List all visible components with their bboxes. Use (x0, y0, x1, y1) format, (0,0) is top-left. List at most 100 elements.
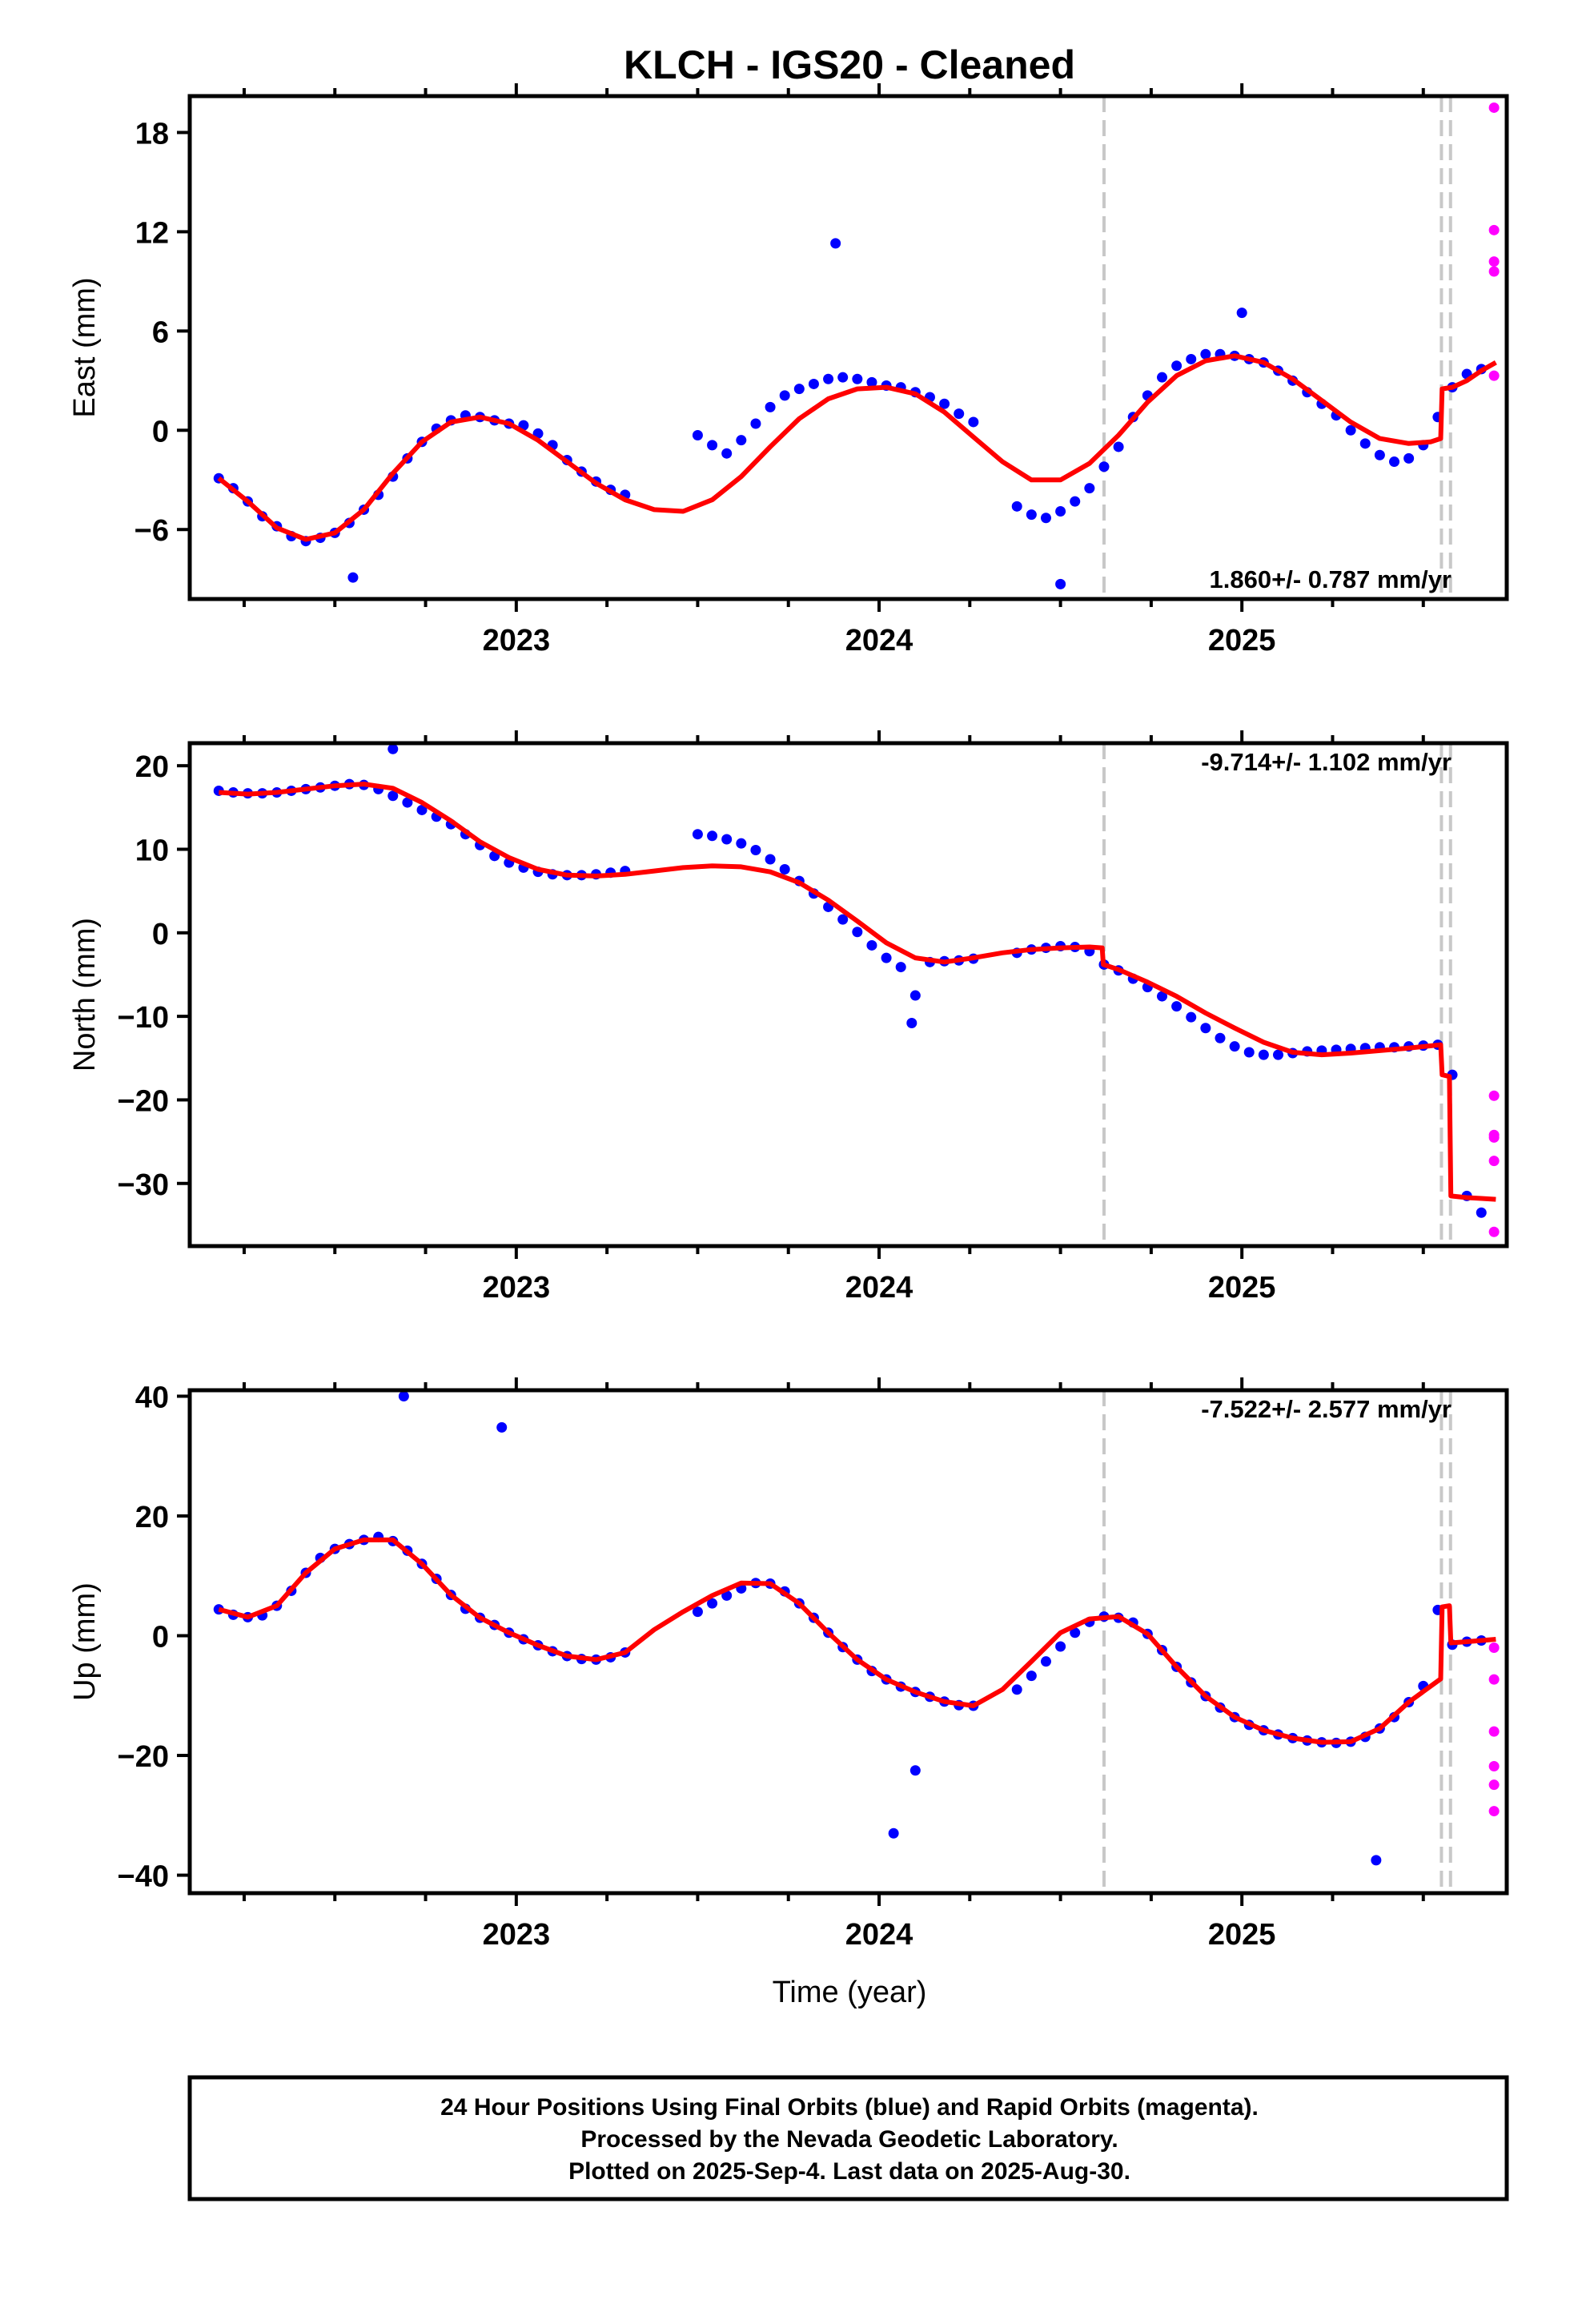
north-final-point-41 (866, 939, 877, 951)
north-final-point-82 (387, 743, 399, 754)
x-axis-label: Time (year) (773, 1976, 927, 2009)
north-final-point-33 (750, 845, 761, 856)
east-final-point-35 (779, 390, 790, 401)
east-panel: −6 0 6 12 18 2023 2024 2025 East (mm) 1.860+/- 0.… (68, 83, 1509, 657)
north-final-point-81 (1476, 1207, 1487, 1218)
east-final-point-59 (1156, 372, 1167, 383)
north-final-point-31 (721, 834, 733, 845)
east-y-tick-label-1: 0 (152, 415, 169, 448)
up-x-tick-label-1: 2024 (845, 1918, 913, 1952)
up-rapid-point-5 (1488, 1806, 1500, 1817)
north-final-point-30 (707, 830, 718, 842)
north-y-tick-label-1: −20 (118, 1084, 169, 1118)
east-plot-frame (187, 94, 1509, 601)
north-final-point-65 (1243, 1047, 1255, 1058)
up-rapid-point-1 (1488, 1674, 1500, 1685)
east-final-point-83 (347, 572, 359, 583)
east-final-point-72 (1345, 424, 1356, 436)
east-final-point-60 (1171, 360, 1182, 372)
north-final-point-34 (765, 854, 776, 865)
north-final-point-29 (692, 829, 703, 840)
up-final-point-86 (1371, 1855, 1382, 1866)
up-y-tick-label-3: 20 (135, 1501, 169, 1534)
chart-title: KLCH - IGS20 - Cleaned (624, 42, 1075, 87)
north-final-point-39 (837, 914, 849, 925)
north-model-line (219, 782, 1496, 1202)
north-rapid-point-0 (1488, 1090, 1500, 1101)
north-final-point-62 (1200, 1023, 1211, 1034)
east-y-tick-label-3: 12 (135, 216, 169, 250)
east-y-tick-label-0: −6 (135, 514, 169, 548)
east-rapid-point-3 (1488, 266, 1500, 277)
north-final-point-12 (387, 790, 399, 802)
east-final-point-54 (1084, 483, 1095, 494)
east-final-point-75 (1389, 456, 1400, 468)
north-y-tick-label-2: −10 (118, 1001, 169, 1035)
north-final-point-59 (1156, 991, 1167, 1002)
east-final-point-32 (736, 435, 747, 446)
north-final-point-67 (1273, 1049, 1284, 1060)
east-final-point-46 (939, 398, 950, 409)
north-final-point-60 (1171, 1001, 1182, 1012)
east-final-point-55 (1098, 461, 1110, 472)
north-x-tick-label-1: 2024 (845, 1271, 913, 1305)
north-final-point-14 (416, 804, 428, 815)
up-final-point-84 (888, 1827, 899, 1839)
up-final-point-82 (398, 1390, 409, 1401)
north-final-point-40 (852, 927, 863, 938)
footer-line-2: Processed by the Nevada Geodetic Laborat… (580, 2126, 1118, 2153)
east-final-point-47 (954, 408, 965, 420)
north-rate-label: -9.714+/- 1.102 mm/yr (1201, 748, 1452, 776)
north-rapid-point-3 (1488, 1156, 1500, 1167)
east-rapid-point-1 (1488, 224, 1500, 235)
east-final-point-38 (823, 373, 834, 384)
east-final-point-40 (852, 373, 863, 384)
east-x-tick-label-0: 2023 (483, 624, 551, 657)
east-final-point-31 (721, 448, 733, 459)
up-final-point-53 (1070, 1627, 1081, 1638)
up-final-point-29 (692, 1606, 703, 1618)
up-x-tick-label-2: 2025 (1208, 1918, 1276, 1952)
north-x-tick-label-2: 2025 (1208, 1271, 1276, 1305)
up-plot-frame (187, 1388, 1509, 1896)
east-final-point-82 (830, 238, 841, 249)
up-rate-label: -7.522+/- 2.577 mm/yr (1201, 1395, 1452, 1423)
up-y-axis-label: Up (mm) (68, 1582, 102, 1701)
north-rapid-point-4 (1488, 1226, 1500, 1237)
east-y-axis-label: East (mm) (68, 277, 102, 417)
east-final-point-33 (750, 418, 761, 429)
east-final-point-34 (765, 401, 776, 412)
east-rapid-point-2 (1488, 256, 1500, 267)
north-y-axis-label: North (mm) (68, 918, 102, 1072)
north-y-tick-label-4: 10 (135, 834, 169, 867)
up-final-point-52 (1055, 1641, 1066, 1652)
north-final-point-32 (736, 838, 747, 849)
north-final-point-66 (1258, 1049, 1269, 1060)
east-final-point-73 (1359, 438, 1371, 449)
up-rapid-point-4 (1488, 1779, 1500, 1791)
east-final-point-50 (1026, 509, 1037, 521)
east-final-point-74 (1374, 449, 1385, 460)
east-final-point-39 (837, 372, 849, 383)
up-y-tick-label-2: 0 (152, 1621, 169, 1655)
up-final-point-83 (496, 1421, 508, 1433)
up-model-line (218, 1537, 1496, 1745)
up-y-tick-label-4: 40 (135, 1381, 169, 1414)
east-x-tick-label-1: 2024 (845, 624, 913, 657)
up-rapid-point-2 (1488, 1726, 1500, 1737)
east-final-point-49 (1011, 501, 1022, 512)
east-y-tick-label-4: 18 (135, 117, 169, 151)
east-final-point-48 (968, 416, 979, 428)
up-final-point-51 (1040, 1656, 1051, 1667)
footer-line-1: 24 Hour Positions Using Final Orbits (bl… (440, 2094, 1259, 2121)
up-final-point-85 (909, 1765, 921, 1776)
east-final-point-52 (1055, 506, 1066, 517)
footer-box: 24 Hour Positions Using Final Orbits (bl… (187, 2075, 1509, 2201)
footer-line-3: Plotted on 2025-Sep-4. Last data on 2025… (568, 2158, 1130, 2185)
up-y-tick-label-1: −20 (118, 1740, 169, 1774)
north-panel: −30 −20 −10 0 10 20 2023 2024 2025 North (mm) -9.7… (68, 730, 1509, 1305)
up-final-point-30 (707, 1598, 718, 1609)
north-x-tick-label-0: 2023 (483, 1271, 551, 1305)
east-final-point-30 (707, 440, 718, 451)
